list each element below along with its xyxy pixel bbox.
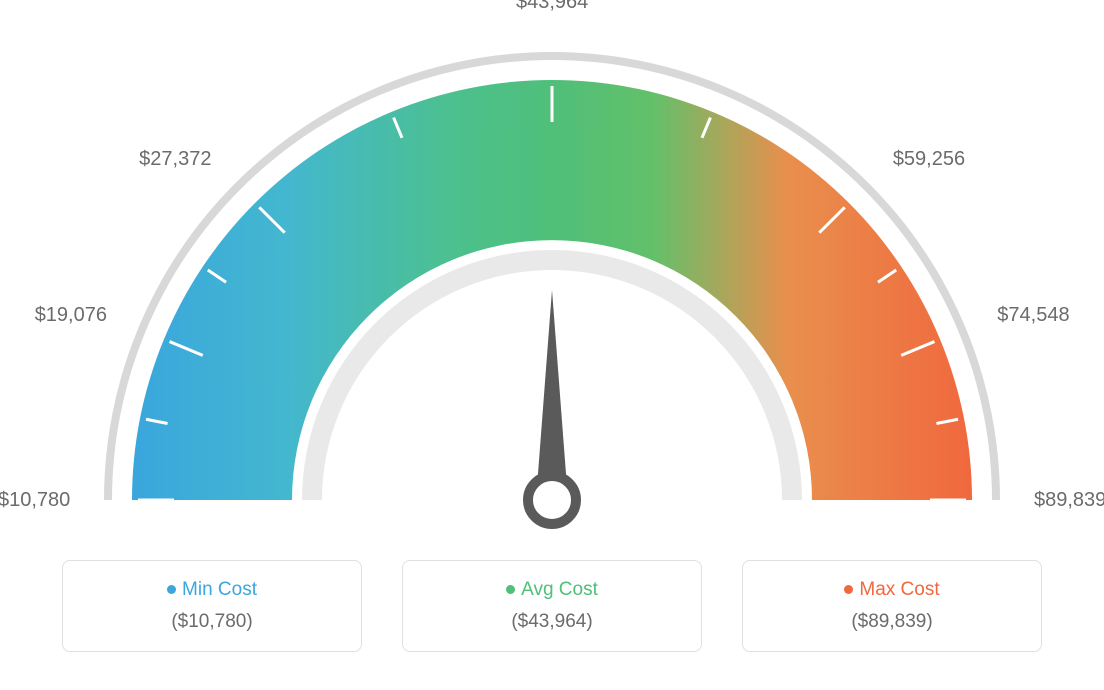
legend-card: Max Cost ($89,839) (742, 560, 1042, 652)
legend-title: Max Cost (743, 579, 1041, 601)
gauge-scale-label: $89,839 (1034, 489, 1104, 512)
gauge-scale-label: $19,076 (35, 304, 107, 327)
gauge-needle (536, 290, 568, 500)
legend-title-text: Avg Cost (521, 579, 598, 600)
legend-title: Min Cost (63, 579, 361, 601)
gauge-scale-label: $10,780 (0, 489, 70, 512)
legend-value: ($89,839) (743, 611, 1041, 633)
legend-dot-icon (506, 585, 515, 594)
gauge-needle-hub (528, 476, 576, 524)
legend-card: Min Cost ($10,780) (62, 560, 362, 652)
legend-value: ($10,780) (63, 611, 361, 633)
gauge-scale-label: $74,548 (997, 304, 1069, 327)
legend-title-text: Min Cost (182, 579, 257, 600)
legend-title: Avg Cost (403, 579, 701, 601)
gauge-svg (22, 20, 1082, 540)
legend-dot-icon (167, 585, 176, 594)
legend-card: Avg Cost ($43,964) (402, 560, 702, 652)
legend-dot-icon (844, 585, 853, 594)
legend-row: Min Cost ($10,780) Avg Cost ($43,964) Max Co… (20, 560, 1084, 652)
gauge-chart: $10,780$19,076$27,372$43,964$59,256$74,5… (22, 20, 1082, 540)
legend-title-text: Max Cost (859, 579, 939, 600)
gauge-scale-label: $27,372 (139, 148, 211, 171)
gauge-scale-label: $43,964 (516, 0, 588, 14)
legend-value: ($43,964) (403, 611, 701, 633)
gauge-scale-label: $59,256 (893, 148, 965, 171)
